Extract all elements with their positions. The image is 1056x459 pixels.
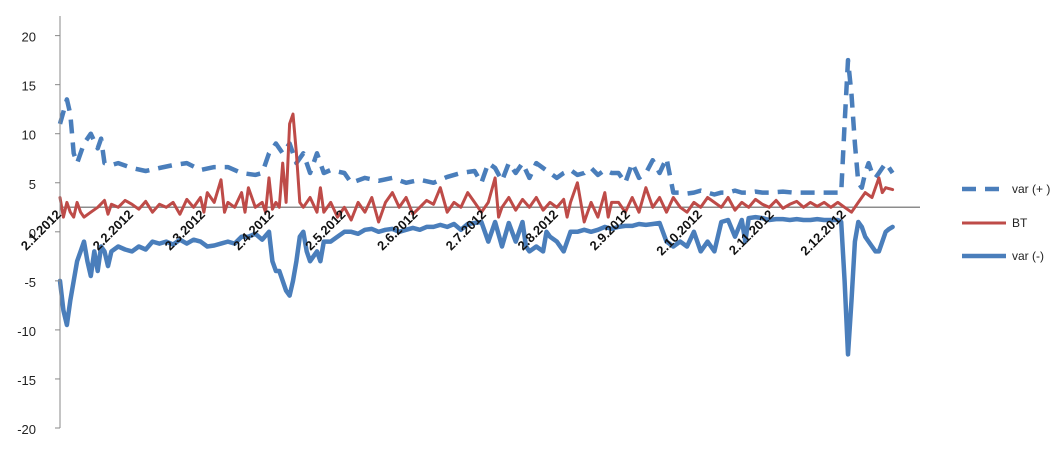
y-tick-label: 5 xyxy=(29,177,36,192)
y-tick-label: -10 xyxy=(17,324,36,339)
series-line-var-minus xyxy=(57,214,895,357)
y-tick-label: -15 xyxy=(17,373,36,388)
legend-label: var (-) xyxy=(1012,249,1044,263)
x-tick-label: 2.3.2012 xyxy=(162,207,208,253)
y-tick-label: 0 xyxy=(29,226,36,241)
y-tick-label: -5 xyxy=(24,275,36,290)
legend-label: BT xyxy=(1012,216,1028,230)
x-tick-labels: 2.1.2012 2.2.2012 2.3.2012 2.4.2012 2.5.2012… xyxy=(18,207,849,259)
y-tick-label: 20 xyxy=(22,30,36,45)
y-tick-label: 10 xyxy=(22,128,36,143)
y-tick-labels: -20 -15 -10 -5 0 5 10 15 20 xyxy=(17,30,36,437)
y-axis xyxy=(55,16,61,429)
x-tick-label: 2.1.2012 xyxy=(18,207,64,253)
legend: var (+ ) BT var (-) xyxy=(962,182,1050,263)
series-line-var-plus xyxy=(57,57,895,197)
y-tick-label: 15 xyxy=(22,79,36,94)
y-tick-label: -20 xyxy=(17,422,36,437)
x-tick-label: 2.2.2012 xyxy=(90,207,136,253)
legend-label: var (+ ) xyxy=(1012,182,1050,196)
series-line-bt xyxy=(58,112,895,224)
series-layer xyxy=(57,57,895,357)
x-tick-label: 2.5.2012 xyxy=(302,207,348,253)
